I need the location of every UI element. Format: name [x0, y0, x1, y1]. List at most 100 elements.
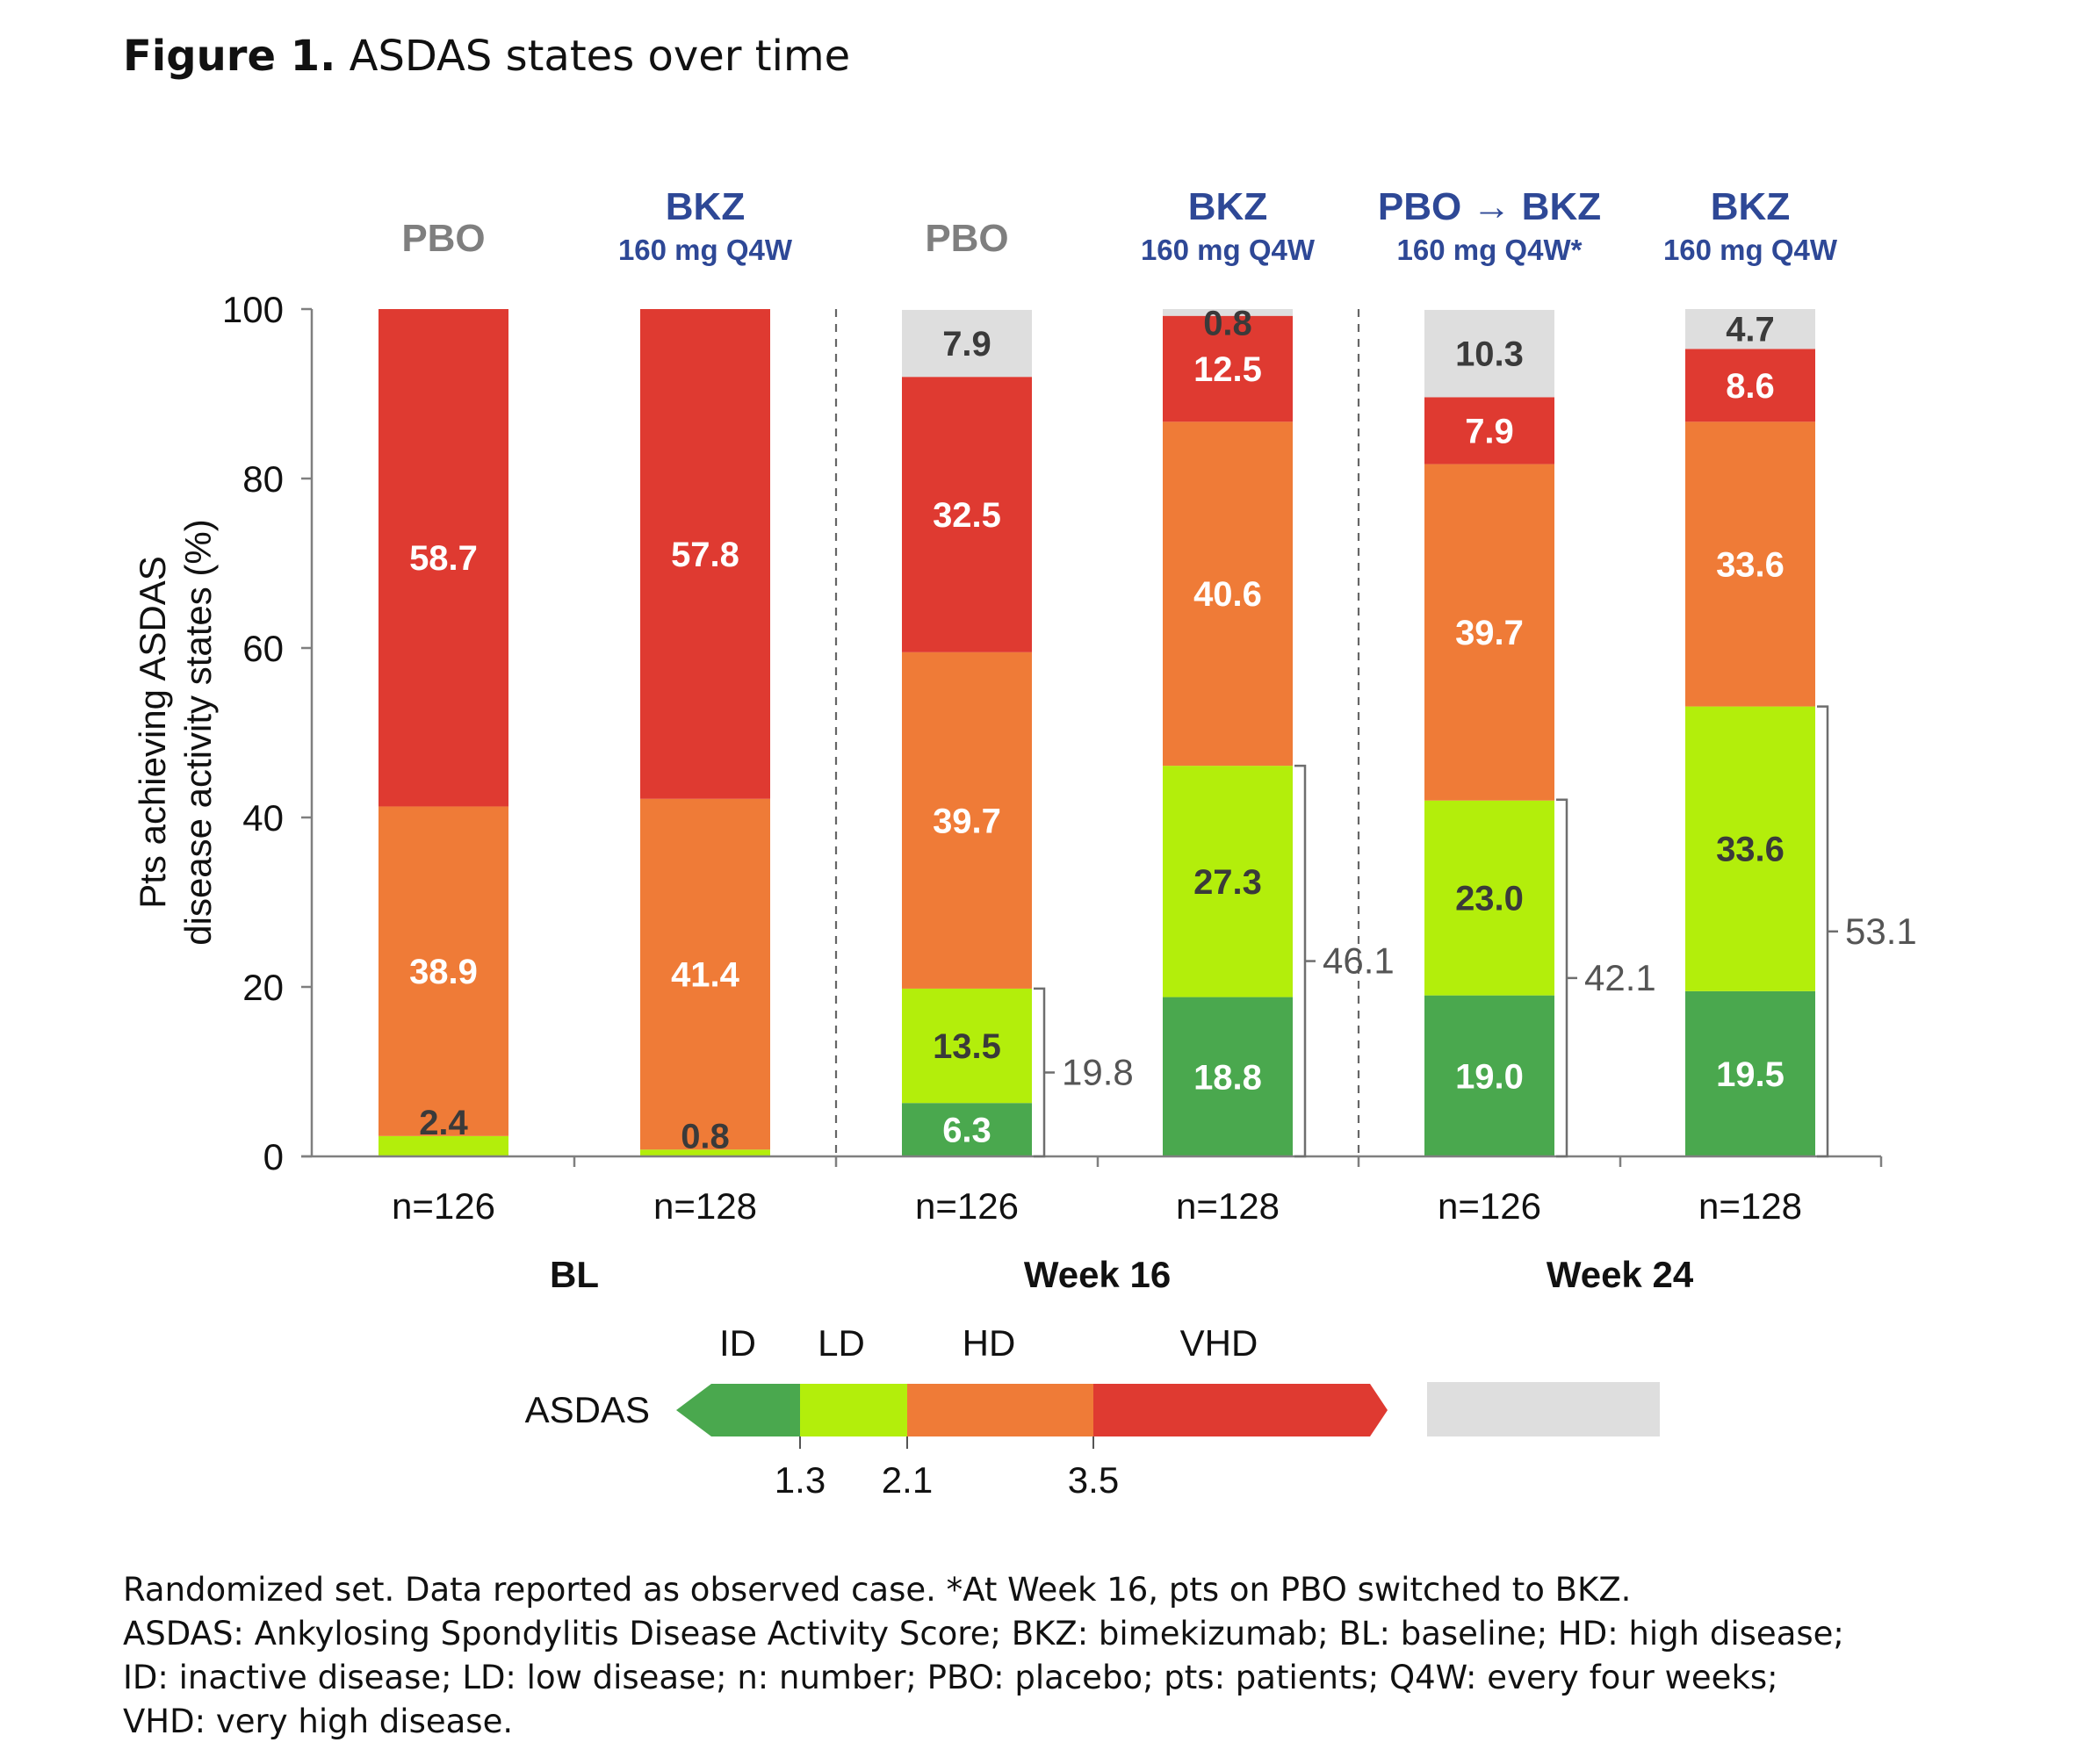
legend-swatch-missing [1427, 1382, 1660, 1436]
bracket-total-label: 53.1 [1845, 911, 1917, 952]
segment-value-label: 41.4 [671, 956, 740, 995]
bar-segment-vhd [640, 309, 770, 799]
segment-value-label: 7.9 [1465, 412, 1514, 450]
segment-value-label: 33.6 [1716, 831, 1785, 869]
sample-size-label: n=126 [1438, 1185, 1541, 1227]
footnote-line: ID: inactive disease; LD: low disease; n… [123, 1659, 1778, 1696]
sample-size-label: n=126 [392, 1185, 495, 1227]
bar-segment-vhd [1685, 349, 1815, 422]
legend-category-label: LD [818, 1322, 865, 1364]
bar-segment-missing [1163, 309, 1293, 316]
column-header-treatment: PBO → BKZ [1378, 185, 1601, 228]
column-header-treatment: PBO [401, 217, 485, 260]
y-tick-label: 0 [263, 1136, 284, 1177]
column-header-treatment: PBO [925, 217, 1008, 260]
sample-size-label: n=128 [1176, 1185, 1280, 1227]
column-header-dose: 160 mg Q4W [1663, 234, 1838, 266]
segment-value-label: 2.4 [419, 1104, 468, 1142]
group-label: Week 16 [1024, 1254, 1171, 1295]
column-header-treatment: BKZ [1188, 185, 1267, 228]
bar-segment-vhd [379, 309, 508, 807]
bar-segment-vhd [1163, 315, 1293, 422]
bar-segment-id [902, 1103, 1032, 1156]
y-axis-label: Pts achieving ASDAS disease activity stat… [132, 519, 219, 946]
bar-segment-id [1424, 995, 1554, 1156]
y-tick-label: 20 [242, 967, 284, 1008]
legend-category-label: HD [963, 1322, 1016, 1364]
legend-swatch-hd [907, 1384, 1093, 1436]
legend-title: ASDAS [525, 1389, 650, 1430]
column-header-treatment: BKZ [666, 185, 745, 228]
y-tick-label: 100 [222, 289, 284, 330]
y-tick-label: 60 [242, 628, 284, 669]
bar-segment-ld [640, 1149, 770, 1156]
bar-segment-ld [902, 988, 1032, 1104]
segment-value-label: 19.5 [1716, 1055, 1785, 1094]
column-header-dose: 160 mg Q4W* [1397, 234, 1583, 266]
responder-bracket: 53.1 [1817, 705, 1917, 1158]
segment-value-label: 10.3 [1455, 335, 1524, 374]
bar-segment-id [1685, 990, 1815, 1156]
segment-value-label: 39.7 [1455, 614, 1524, 652]
bar-segment-missing [1685, 309, 1815, 349]
figure-title-number: Figure 1. [123, 32, 336, 81]
bar-segment-ld [1685, 706, 1815, 991]
column-header-dose: 160 mg Q4W [1141, 234, 1316, 266]
y-axis-label-line2: disease activity states (%) [177, 519, 219, 946]
segment-value-label: 12.5 [1193, 350, 1262, 389]
labels-layer: 2.4 38.9 58.7 0.8 41.4 57.8 6.3 13.5 39.7 32.5 7.9… [392, 185, 1917, 1295]
bar-segment-hd [1424, 464, 1554, 801]
footnote-line: VHD: very high disease. [123, 1703, 514, 1740]
responder-bracket: 19.8 [1034, 987, 1134, 1158]
sample-size-label: n=128 [1698, 1185, 1802, 1227]
segment-value-label: 18.8 [1193, 1058, 1262, 1097]
bar-segment-missing [1424, 309, 1554, 398]
bar-segment-hd [640, 798, 770, 1150]
legend-category-label: VHD [1180, 1322, 1258, 1364]
y-axis-label-line1: Pts achieving ASDAS [132, 556, 173, 909]
axes-layer: 0 20 40 60 80 100 Pts achieving ASDAS disease a… [132, 289, 1883, 1177]
sample-size-label: n=126 [915, 1185, 1019, 1227]
segment-value-label: 19.0 [1455, 1057, 1524, 1096]
legend-swatch-ld [800, 1384, 907, 1436]
bar-segment-hd [379, 806, 508, 1136]
bracket-line [1556, 798, 1568, 1158]
segment-value-label: 13.5 [933, 1027, 1001, 1066]
bracket-line [1817, 705, 1829, 1158]
footnotes: Randomized set. Data reported as observe… [123, 1568, 2055, 1744]
segment-value-label: 6.3 [942, 1112, 991, 1150]
y-tick-label: 40 [242, 797, 284, 839]
responder-bracket: 46.1 [1294, 764, 1395, 1158]
bracket-total-label: 42.1 [1584, 957, 1656, 998]
legend-swatch-vhd [1093, 1384, 1388, 1436]
bar-segment-hd [1685, 421, 1815, 707]
asdas-legend: ASDAS ID LD HD VHD 1.3 2.1 3.5 [525, 1322, 1660, 1501]
column-header-treatment: BKZ [1711, 185, 1790, 228]
segment-value-label: 7.9 [942, 325, 991, 364]
segment-value-label: 33.6 [1716, 545, 1785, 584]
bracket-total-label: 19.8 [1062, 1051, 1134, 1092]
segment-value-label: 0.8 [681, 1117, 730, 1156]
legend-swatch-id [676, 1384, 800, 1436]
footnote-line: ASDAS: Ankylosing Spondylitis Disease Ac… [123, 1615, 1844, 1652]
segment-value-label: 38.9 [409, 953, 478, 991]
segment-value-label: 40.6 [1193, 575, 1262, 614]
legend-threshold-label: 2.1 [882, 1459, 933, 1501]
figure-title: Figure 1. ASDAS states over time [123, 32, 850, 81]
segment-value-label: 58.7 [409, 539, 478, 578]
segment-value-label: 27.3 [1193, 863, 1262, 902]
sample-size-label: n=128 [653, 1185, 757, 1227]
bar-segment-ld [379, 1135, 508, 1156]
bracket-line [1034, 987, 1046, 1158]
y-tick-label: 80 [242, 458, 284, 500]
bar-segment-ld [1424, 800, 1554, 996]
bracket-line [1294, 764, 1307, 1158]
bracket-total-label: 46.1 [1323, 940, 1395, 982]
group-label: BL [550, 1254, 599, 1295]
segment-value-label: 0.8 [1203, 305, 1252, 343]
column-header-dose: 160 mg Q4W [618, 234, 793, 266]
segment-value-label: 57.8 [671, 536, 739, 574]
legend-threshold-label: 1.3 [775, 1459, 826, 1501]
